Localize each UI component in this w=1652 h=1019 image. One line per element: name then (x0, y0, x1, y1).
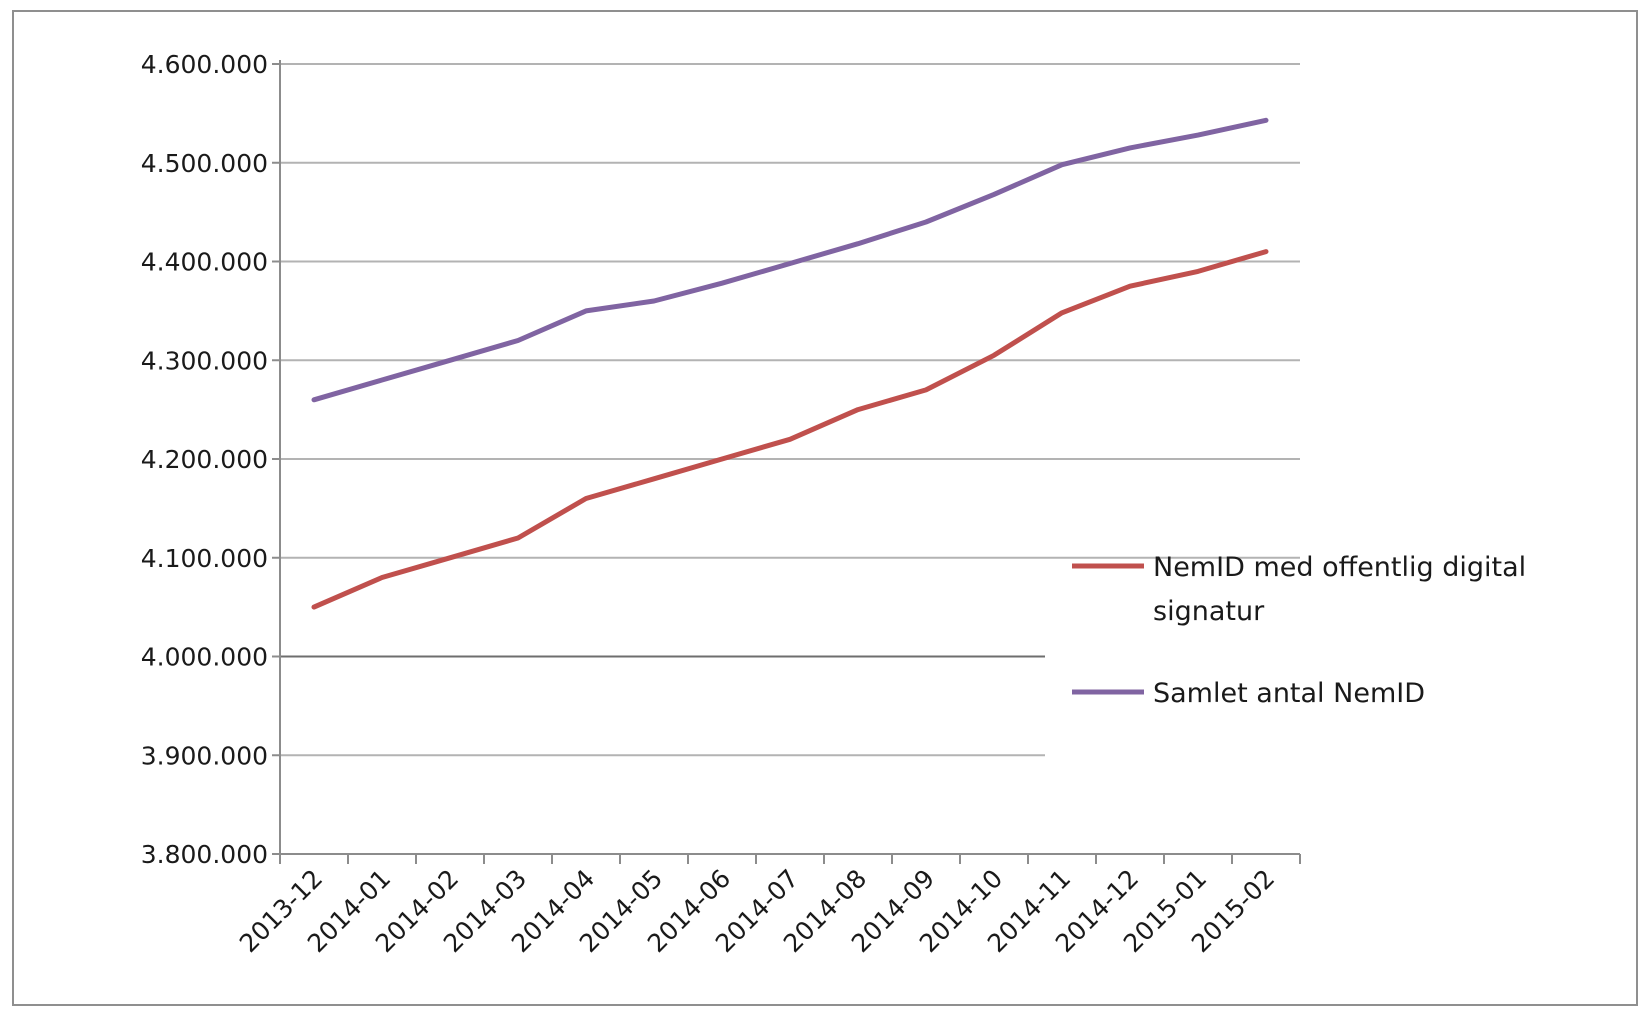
legend-label: NemID med offentlig digital (1153, 552, 1526, 583)
series-lines (311, 117, 1269, 610)
y-axis-tick-labels: 3.800.000 3.900.000 4.000.000 4.100.000 4.20… (141, 50, 268, 869)
y-tick-label: 4.200.000 (141, 445, 268, 474)
legend-label: Samlet antal NemID (1153, 678, 1425, 709)
chart-frame (12, 10, 1638, 1006)
legend-label: signatur (1153, 596, 1265, 627)
axes (272, 60, 1301, 864)
legend: NemID med offentlig digital signatur Samle… (1072, 552, 1526, 709)
y-tick-label: 3.800.000 (141, 840, 268, 869)
y-tick-label: 4.500.000 (141, 149, 268, 178)
y-tick-label: 4.100.000 (141, 544, 268, 573)
y-tick-label: 3.900.000 (141, 741, 268, 770)
x-axis-tick-labels: 2013-122014-012014-022014-032014-042014-… (234, 864, 1280, 958)
gridlines (280, 63, 1300, 757)
y-tick-label: 4.600.000 (141, 50, 268, 79)
y-tick-label: 4.300.000 (141, 346, 268, 375)
series-line (311, 249, 1269, 610)
y-tick-label: 4.000.000 (141, 643, 268, 672)
y-tick-label: 4.400.000 (141, 248, 268, 277)
series-line (311, 117, 1269, 403)
